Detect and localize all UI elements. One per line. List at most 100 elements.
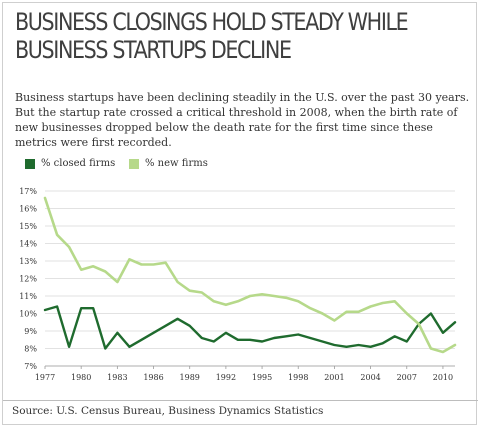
- data-point-closed-firms-1978: [56, 305, 58, 308]
- data-point-new-firms-1999: [309, 307, 312, 310]
- legend-item-closed-firms: % closed firms: [25, 158, 115, 169]
- data-point-new-firms-1985: [140, 263, 143, 266]
- data-point-new-firms-1995: [261, 293, 263, 296]
- x-tick-label-1980: 1980: [71, 373, 91, 382]
- data-point-new-firms-1986: [152, 263, 155, 266]
- data-point-new-firms-2003: [357, 310, 360, 313]
- data-point-new-firms-1990: [200, 291, 203, 294]
- y-tick-label-11: 11%: [19, 292, 37, 301]
- data-point-closed-firms-2004: [369, 345, 372, 348]
- data-point-closed-firms-2010: [442, 331, 444, 334]
- data-point-closed-firms-1989: [188, 324, 191, 327]
- data-point-closed-firms-2003: [357, 344, 360, 346]
- data-point-closed-firms-2006: [393, 335, 396, 338]
- data-point-new-firms-2007: [405, 312, 408, 315]
- x-tick-label-1992: 1992: [216, 373, 236, 382]
- data-point-closed-firms-1985: [140, 338, 143, 341]
- x-tick-label-1983: 1983: [107, 373, 127, 382]
- data-point-new-firms-1994: [249, 295, 251, 297]
- data-point-closed-firms-1987: [164, 324, 167, 327]
- data-point-new-firms-1981: [92, 265, 95, 268]
- data-point-closed-firms-1994: [249, 338, 251, 341]
- legend-swatch-closed-firms: [25, 158, 35, 169]
- data-point-closed-firms-1996: [273, 337, 275, 339]
- data-point-closed-firms-1983: [116, 331, 119, 334]
- data-point-closed-firms-1992: [225, 331, 227, 334]
- data-point-closed-firms-1991: [212, 340, 215, 343]
- x-tick-label-1977: 1977: [35, 373, 55, 382]
- description-text: Business startups have been declining st…: [15, 91, 470, 149]
- source-note: Source: U.S. Census Bureau, Business Dyn…: [12, 405, 324, 417]
- data-point-closed-firms-2001: [333, 344, 336, 346]
- data-point-new-firms-2004: [369, 305, 372, 308]
- x-tick-label-2001: 2001: [324, 373, 344, 382]
- data-point-closed-firms-1979: [68, 345, 70, 348]
- source-divider: [3, 400, 478, 401]
- data-point-closed-firms-1998: [297, 333, 300, 336]
- title-line-1: Business Closings Hold Steady While: [15, 8, 409, 36]
- data-point-closed-firms-2011: [454, 321, 456, 324]
- data-point-new-firms-1984: [128, 258, 131, 261]
- data-point-closed-firms-1995: [261, 340, 263, 343]
- data-point-new-firms-1983: [116, 281, 119, 283]
- title-line-2: Business Startups Decline: [15, 36, 292, 64]
- data-point-new-firms-1993: [237, 300, 239, 303]
- data-point-closed-firms-2009: [430, 312, 432, 315]
- data-point-new-firms-2005: [381, 302, 384, 304]
- data-point-closed-firms-1988: [176, 317, 179, 320]
- legend-label-new-firms: % new firms: [145, 158, 208, 169]
- data-point-closed-firms-1981: [92, 307, 95, 310]
- data-point-new-firms-2000: [321, 312, 324, 315]
- y-tick-label-12: 12%: [19, 275, 37, 284]
- data-point-new-firms-1989: [188, 289, 191, 292]
- data-point-closed-firms-2005: [381, 342, 384, 345]
- y-tick-label-16: 16%: [19, 205, 37, 214]
- data-point-new-firms-2011: [454, 344, 456, 346]
- data-point-new-firms-1997: [285, 296, 288, 299]
- data-point-new-firms-1980: [80, 268, 83, 271]
- data-point-closed-firms-1990: [200, 337, 203, 339]
- data-point-closed-firms-1997: [285, 335, 288, 338]
- data-point-new-firms-1998: [297, 300, 300, 303]
- x-tick-label-1998: 1998: [288, 373, 308, 382]
- x-tick-label-2004: 2004: [360, 373, 380, 382]
- data-point-closed-firms-2000: [321, 340, 324, 343]
- legend-swatch-new-firms: [129, 158, 139, 169]
- x-tick-label-1986: 1986: [143, 373, 163, 382]
- x-tick-label-1995: 1995: [252, 373, 272, 382]
- y-tick-label-17: 17%: [19, 187, 37, 196]
- data-point-closed-firms-2007: [405, 340, 408, 343]
- data-point-new-firms-1978: [56, 233, 58, 236]
- data-point-new-firms-1988: [176, 281, 179, 283]
- data-point-closed-firms-1986: [152, 331, 155, 334]
- data-point-closed-firms-1977: [44, 309, 46, 311]
- data-point-new-firms-1979: [68, 246, 70, 248]
- x-tick-label-2007: 2007: [397, 373, 417, 382]
- data-point-new-firms-2010: [442, 351, 444, 353]
- data-point-new-firms-1992: [225, 303, 227, 306]
- data-point-closed-firms-1999: [309, 337, 312, 339]
- y-tick-label-8: 8%: [24, 345, 37, 354]
- data-point-new-firms-1982: [104, 270, 107, 273]
- data-point-new-firms-2002: [345, 310, 348, 313]
- legend-item-new-firms: % new firms: [129, 158, 208, 169]
- data-point-new-firms-2006: [393, 300, 396, 303]
- data-point-closed-firms-1984: [128, 345, 131, 348]
- series-line-closed-firms: [43, 305, 457, 350]
- y-tick-label-14: 14%: [19, 240, 37, 249]
- page-title: Business Closings Hold Steady While Busi…: [15, 8, 409, 64]
- data-point-closed-firms-1980: [80, 307, 83, 310]
- data-point-new-firms-2008: [417, 323, 420, 325]
- y-tick-label-7: 7%: [24, 362, 37, 371]
- data-point-new-firms-2001: [333, 319, 336, 322]
- data-point-new-firms-1991: [212, 300, 215, 303]
- data-point-new-firms-1996: [273, 295, 275, 297]
- data-point-new-firms-1977: [44, 197, 46, 199]
- data-point-closed-firms-1982: [104, 347, 107, 350]
- line-chart: 7% 8% 9% 10% 11% 12% 13% 14% 15% 16% 17% 1977 1980 1…: [19, 187, 457, 382]
- data-point-new-firms-2009: [430, 347, 432, 350]
- data-point-new-firms-1987: [164, 261, 167, 264]
- data-point-closed-firms-2002: [345, 345, 348, 348]
- y-tick-label-15: 15%: [19, 222, 37, 231]
